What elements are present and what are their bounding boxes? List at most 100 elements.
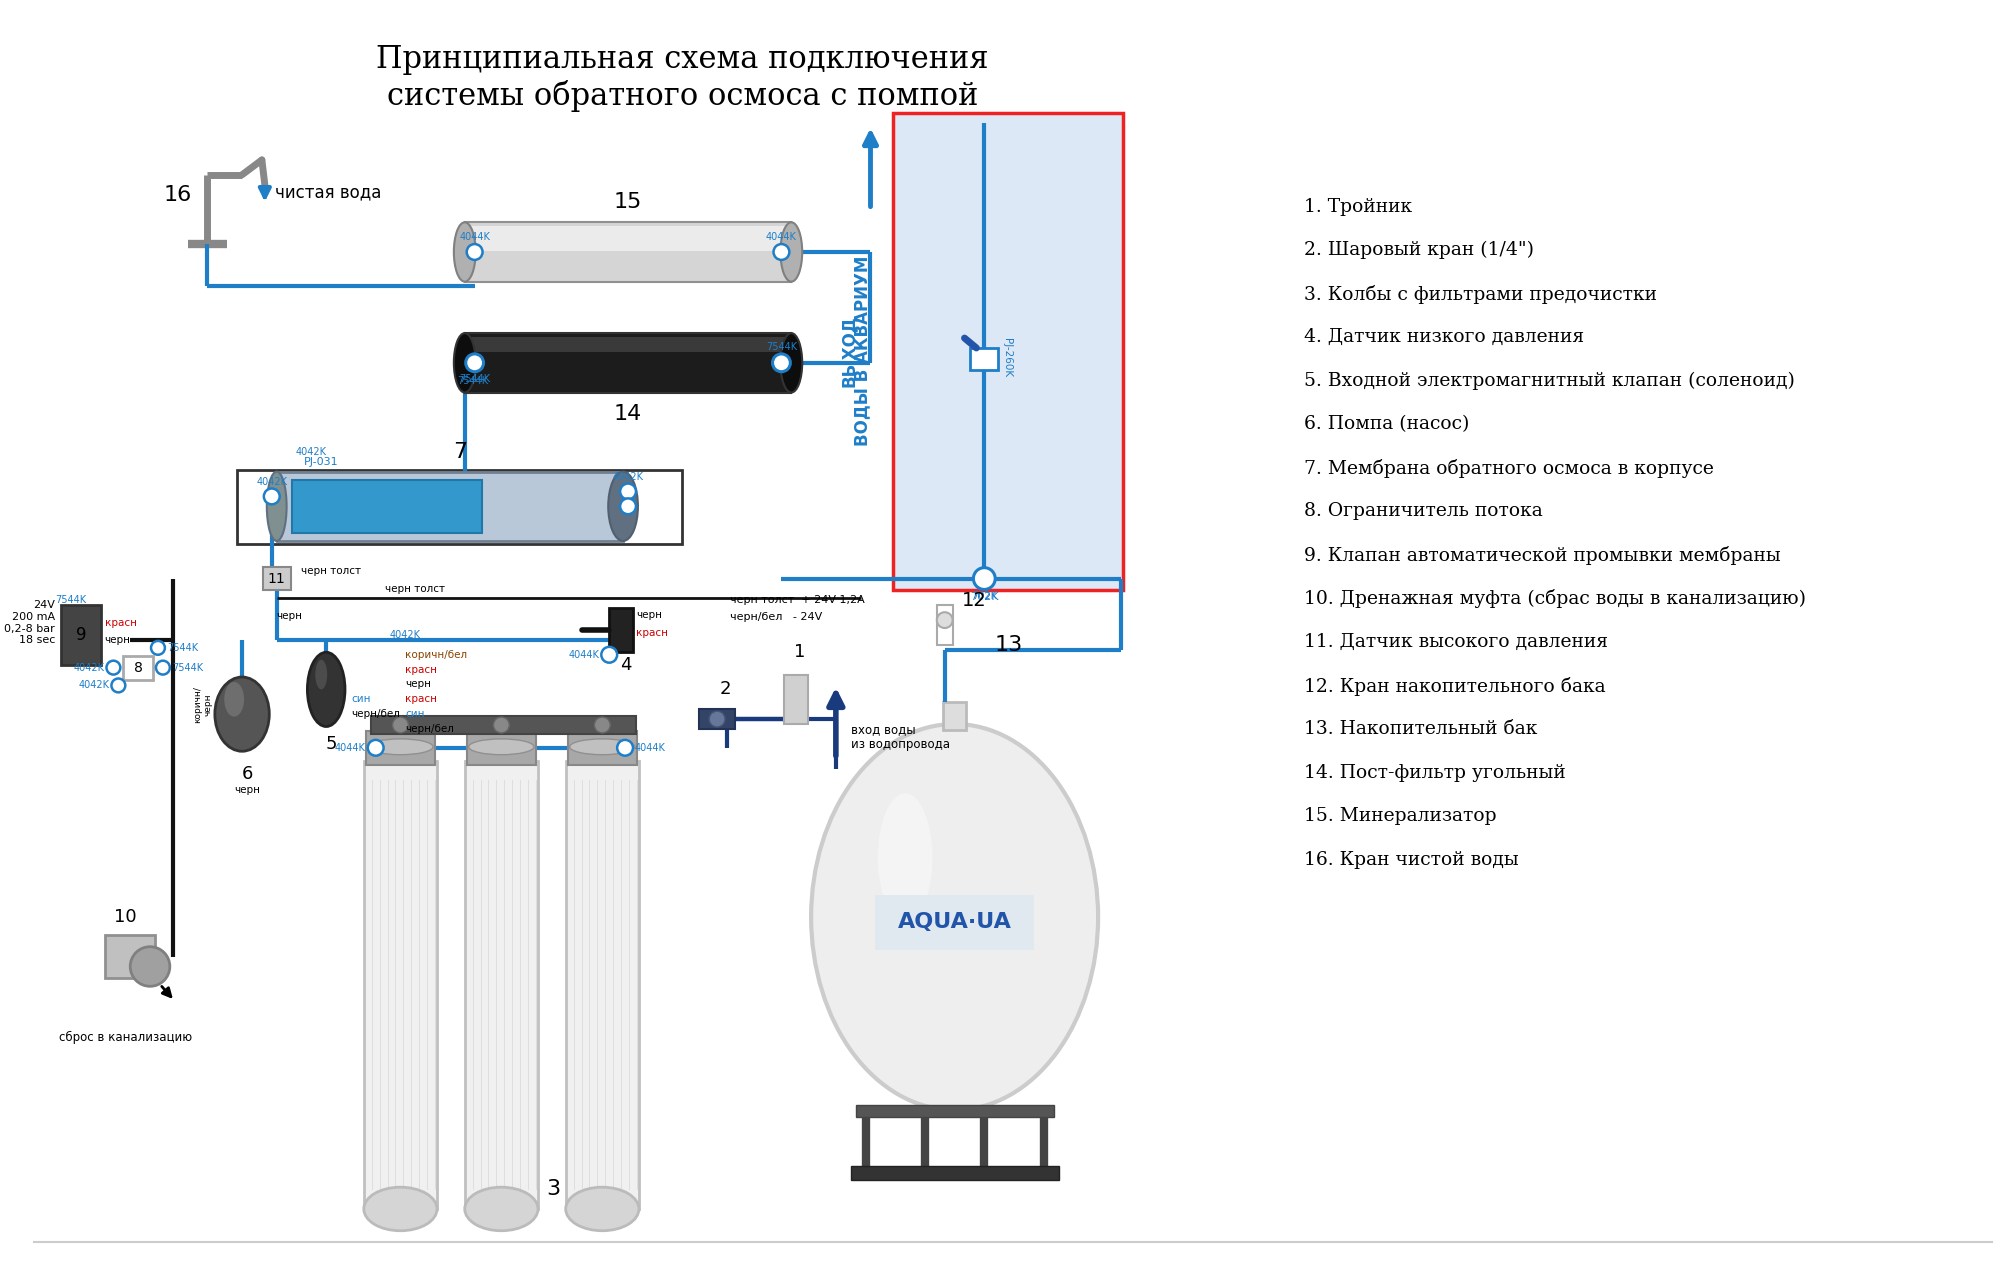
Text: 6. Помпа (насос): 6. Помпа (насос) — [1303, 416, 1469, 434]
Text: 10: 10 — [114, 908, 136, 927]
Text: черн толст: черн толст — [385, 584, 446, 594]
Ellipse shape — [307, 652, 345, 727]
Bar — [263, 566, 291, 590]
Text: 4: 4 — [620, 656, 632, 674]
Ellipse shape — [464, 1187, 538, 1231]
Text: коричн/бел: коричн/бел — [405, 650, 468, 660]
Text: 1. Тройник: 1. Тройник — [1303, 197, 1411, 216]
Text: 4044K: 4044K — [335, 743, 365, 753]
Circle shape — [157, 661, 171, 675]
Text: 7. Мембрана обратного осмоса в корпусе: 7. Мембрана обратного осмоса в корпусе — [1303, 459, 1714, 478]
Text: 7544K: 7544K — [173, 662, 203, 672]
Bar — [464, 222, 791, 282]
Text: черн толст: черн толст — [301, 566, 361, 575]
Text: 4042K: 4042K — [389, 629, 421, 640]
Bar — [363, 761, 438, 1208]
Text: 14: 14 — [614, 404, 642, 425]
Bar — [237, 470, 682, 544]
Circle shape — [367, 739, 383, 756]
Text: 12. Кран накопительного бака: 12. Кран накопительного бака — [1303, 676, 1606, 695]
Text: 7544K: 7544K — [56, 595, 86, 605]
Bar — [941, 703, 965, 731]
Text: 5: 5 — [325, 734, 337, 753]
Text: 14. Пост-фильтр угольный: 14. Пост-фильтр угольный — [1303, 763, 1565, 781]
Bar — [371, 717, 636, 734]
Circle shape — [151, 641, 165, 655]
Text: 4. Датчик низкого давления: 4. Датчик низкого давления — [1303, 329, 1584, 346]
Text: системы обратного осмоса с помпой: системы обратного осмоса с помпой — [387, 80, 977, 111]
Text: 6: 6 — [241, 765, 253, 782]
Text: черн/бел: черн/бел — [405, 724, 454, 734]
Circle shape — [391, 717, 407, 733]
Text: 4042K: 4042K — [257, 477, 287, 487]
Text: 9: 9 — [76, 626, 86, 643]
Ellipse shape — [468, 739, 534, 755]
Text: вход воды
из водопровода: вход воды из водопровода — [851, 723, 949, 751]
Text: 11. Датчик высокого давления: 11. Датчик высокого давления — [1303, 633, 1608, 651]
Text: черн: черн — [405, 680, 432, 689]
Text: 4042K: 4042K — [78, 680, 110, 690]
Text: 12: 12 — [961, 590, 985, 609]
Text: сброс в канализацию: сброс в канализацию — [58, 1031, 193, 1044]
Circle shape — [973, 568, 995, 589]
Text: черн/бел   - 24V: черн/бел - 24V — [731, 612, 821, 622]
Ellipse shape — [315, 660, 327, 689]
Bar — [106, 935, 155, 978]
Text: красн: красн — [405, 694, 438, 704]
Text: черн: черн — [277, 612, 303, 621]
Circle shape — [773, 354, 791, 372]
Circle shape — [600, 647, 616, 662]
Text: син: син — [351, 694, 369, 704]
Bar — [969, 348, 997, 370]
Text: син: син — [405, 709, 425, 719]
Text: 15: 15 — [614, 192, 642, 212]
Ellipse shape — [608, 471, 638, 541]
Text: черн: черн — [636, 611, 662, 621]
Ellipse shape — [566, 1187, 638, 1231]
Text: ВОДЫ В АКВАРИУМ: ВОДЫ В АКВАРИУМ — [853, 255, 871, 446]
Text: черн/бел: черн/бел — [351, 709, 399, 719]
Text: 4044K: 4044K — [460, 233, 490, 243]
Ellipse shape — [454, 334, 476, 393]
Bar — [851, 1167, 1058, 1181]
Text: черн: черн — [104, 635, 130, 645]
Bar — [291, 479, 482, 533]
Circle shape — [708, 712, 725, 727]
Text: коричн/
черн: коричн/ черн — [193, 686, 213, 723]
Bar — [464, 761, 538, 1208]
Text: 8: 8 — [134, 661, 142, 675]
Text: 8. Ограничитель потока: 8. Ограничитель потока — [1303, 502, 1541, 521]
Text: 2. Шаровый кран (1/4"): 2. Шаровый кран (1/4") — [1303, 241, 1533, 259]
Bar — [464, 334, 791, 393]
Bar — [568, 731, 636, 765]
Text: 7544K: 7544K — [167, 643, 199, 652]
Text: 1: 1 — [793, 643, 805, 661]
Circle shape — [263, 488, 279, 504]
Circle shape — [616, 739, 632, 756]
Text: 4042K: 4042K — [295, 447, 327, 456]
Text: 7544K: 7544K — [458, 375, 488, 386]
Text: 16. Кран чистой воды: 16. Кран чистой воды — [1303, 851, 1517, 868]
Circle shape — [494, 717, 510, 733]
Text: AQUA·UA: AQUA·UA — [897, 911, 1012, 932]
Bar — [893, 114, 1122, 590]
Text: черн толст  + 24V 1,2А: черн толст + 24V 1,2А — [731, 595, 865, 605]
Ellipse shape — [811, 724, 1098, 1110]
Ellipse shape — [781, 222, 803, 282]
Text: 4044K: 4044K — [568, 650, 598, 660]
Bar — [937, 605, 951, 645]
Text: ВЫХОД: ВЫХОД — [839, 315, 857, 387]
Text: 7544K: 7544K — [765, 343, 797, 351]
Text: 4044K: 4044K — [765, 233, 797, 243]
Circle shape — [130, 947, 171, 986]
Text: 4042K: 4042K — [74, 662, 104, 672]
Ellipse shape — [363, 1187, 438, 1231]
Text: чистая вода: чистая вода — [275, 183, 381, 201]
Bar — [470, 337, 787, 351]
Circle shape — [620, 484, 636, 499]
Text: 7544K: 7544K — [460, 374, 490, 384]
Text: красн: красн — [405, 665, 438, 675]
Text: 2: 2 — [719, 680, 731, 699]
Text: 9. Клапан автоматической промывки мембраны: 9. Клапан автоматической промывки мембра… — [1303, 546, 1780, 565]
Text: 702K: 702K — [971, 592, 995, 602]
